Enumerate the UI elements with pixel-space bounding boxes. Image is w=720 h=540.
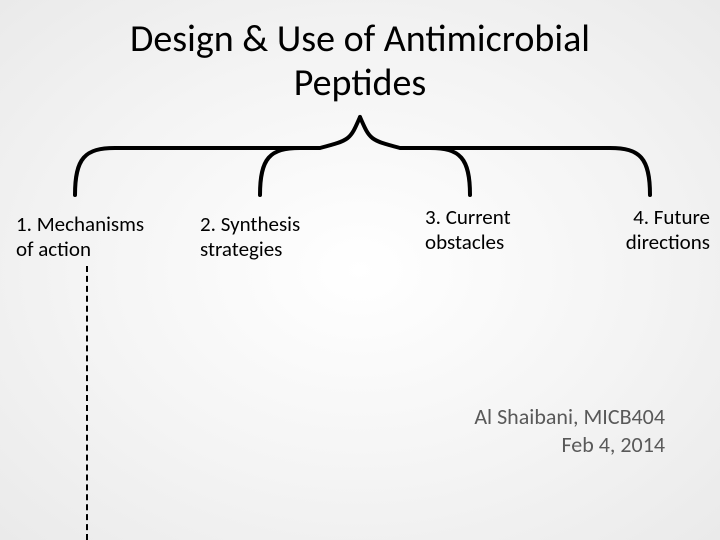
dashed-connector (86, 266, 88, 540)
branch-item-2: 2. Synthesis strategies (200, 212, 350, 262)
author-name-course: Al Shaibani, MICB404 (474, 403, 665, 432)
author-block: Al Shaibani, MICB404 Feb 4, 2014 (474, 403, 665, 460)
brace-path (75, 117, 650, 195)
branch-item-3: 3. Current obstacles (425, 205, 555, 255)
author-date: Feb 4, 2014 (474, 431, 665, 460)
branch-item-1: 1. Mechanisms of action (16, 212, 166, 262)
slide: Design & Use of Antimicrobial Peptides 1… (0, 0, 720, 540)
branch-item-4: 4. Future directions (590, 205, 710, 255)
